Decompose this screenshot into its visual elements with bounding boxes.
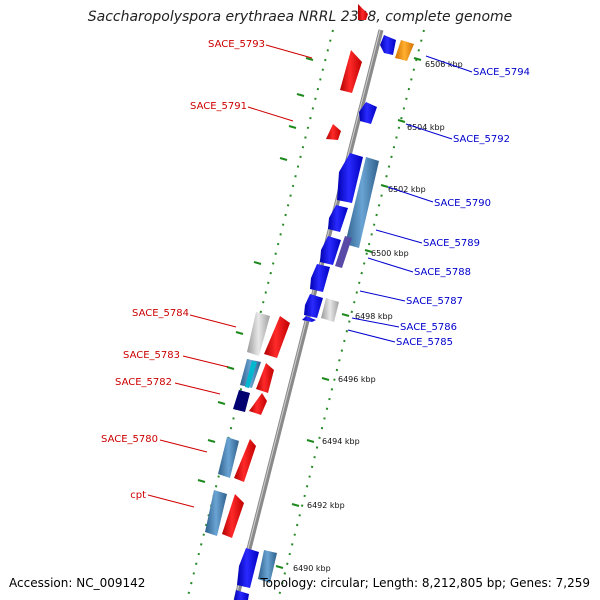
gene-box bbox=[245, 361, 257, 388]
gene-label[interactable]: SACE_5786 bbox=[400, 322, 457, 333]
right-leader-lines bbox=[347, 55, 473, 343]
gene-label[interactable]: SACE_5784 bbox=[132, 308, 189, 319]
scale-label: 6504 kbp bbox=[407, 123, 445, 132]
gene-arrow bbox=[234, 439, 256, 482]
gene-box bbox=[321, 298, 339, 322]
genome-summary-text: Topology: circular; Length: 8,212,805 bp… bbox=[260, 576, 590, 590]
scale-label: 6498 kbp bbox=[355, 312, 393, 321]
gene-arrow bbox=[359, 102, 377, 124]
gene-arrow bbox=[310, 264, 330, 292]
gene-box bbox=[345, 157, 379, 248]
gene-arrow bbox=[328, 205, 348, 232]
scale-label: 6494 kbp bbox=[322, 437, 360, 446]
gene-arrow bbox=[302, 316, 316, 322]
scale-ticks bbox=[197, 57, 422, 569]
forward-genes bbox=[205, 4, 368, 583]
gene-box bbox=[335, 236, 352, 268]
gene-arrow bbox=[264, 316, 290, 358]
gene-label[interactable]: SACE_5793 bbox=[208, 39, 265, 50]
gene-arrow bbox=[380, 35, 396, 55]
gene-label[interactable]: SACE_5785 bbox=[396, 337, 453, 348]
gene-label[interactable]: SACE_5780 bbox=[101, 434, 158, 445]
scale-label: 6492 kbp bbox=[307, 501, 345, 510]
gene-box bbox=[395, 40, 414, 61]
gene-label[interactable]: SACE_5787 bbox=[406, 296, 463, 307]
gene-arrow bbox=[256, 363, 274, 393]
map-title: Saccharopolyspora erythraea NRRL 2338, c… bbox=[87, 9, 513, 25]
gene-arrow bbox=[222, 494, 244, 538]
gene-box bbox=[247, 312, 270, 356]
inner-dotted-guide bbox=[277, 29, 425, 600]
gene-box bbox=[205, 490, 227, 536]
gene-label[interactable]: SACE_5791 bbox=[190, 101, 247, 112]
gene-arrow bbox=[237, 548, 259, 588]
scale-label: 6506 kbp bbox=[425, 60, 463, 69]
gene-arrow bbox=[320, 236, 341, 265]
gene-label[interactable]: SACE_5788 bbox=[414, 267, 471, 278]
scale-label: 6500 kbp bbox=[371, 249, 409, 258]
gene-arrow bbox=[337, 153, 363, 203]
reverse-genes bbox=[234, 35, 414, 600]
gene-label[interactable]: SACE_5783 bbox=[123, 350, 180, 361]
gene-label[interactable]: SACE_5790 bbox=[434, 198, 491, 209]
gene-arrow bbox=[304, 294, 323, 318]
gene-arrow bbox=[326, 124, 341, 140]
gene-label[interactable]: SACE_5794 bbox=[473, 67, 530, 78]
gene-label[interactable]: cpt bbox=[130, 490, 146, 501]
scale-label: 6502 kbp bbox=[388, 185, 426, 194]
gene-arrow bbox=[340, 50, 362, 93]
gene-arrow bbox=[358, 4, 368, 20]
left-leader-lines bbox=[147, 44, 313, 508]
accession-text: Accession: NC_009142 bbox=[9, 576, 146, 590]
gene-arrow bbox=[249, 393, 267, 415]
gene-box bbox=[233, 390, 250, 412]
gene-label[interactable]: SACE_5782 bbox=[115, 377, 172, 388]
scale-label: 6496 kbp bbox=[338, 375, 376, 384]
gene-label[interactable]: SACE_5792 bbox=[453, 134, 510, 145]
gene-box bbox=[218, 437, 239, 478]
scale-label: 6490 kbp bbox=[293, 564, 331, 573]
gene-box bbox=[258, 550, 277, 583]
gene-label[interactable]: SACE_5789 bbox=[423, 238, 480, 249]
gene-arrow bbox=[234, 590, 249, 600]
